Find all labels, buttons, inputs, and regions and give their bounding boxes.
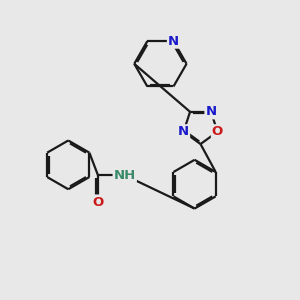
Text: O: O <box>92 196 104 208</box>
Text: N: N <box>168 35 179 48</box>
Text: NH: NH <box>114 169 136 182</box>
Text: N: N <box>206 105 217 118</box>
Text: O: O <box>212 125 223 138</box>
Text: N: N <box>178 125 189 138</box>
